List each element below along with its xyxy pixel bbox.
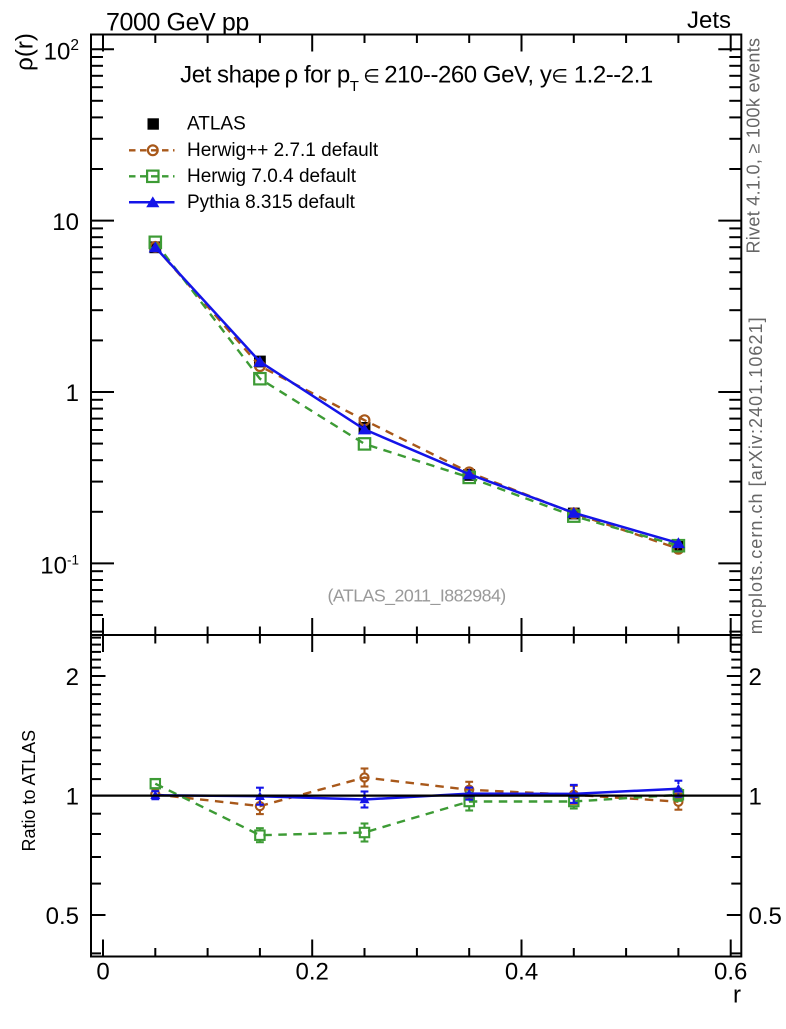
svg-text:1: 1: [66, 783, 79, 810]
svg-text:0.2: 0.2: [296, 959, 329, 986]
svg-text:1: 1: [66, 380, 79, 407]
svg-text:ATLAS: ATLAS: [187, 114, 246, 135]
svg-text:r: r: [733, 982, 741, 1009]
svg-text:Herwig++ 2.7.1 default: Herwig++ 2.7.1 default: [187, 140, 379, 161]
svg-text:10: 10: [52, 209, 79, 236]
svg-text:1: 1: [749, 783, 762, 810]
svg-text:0: 0: [96, 959, 109, 986]
svg-text:Ratio to ATLAS: Ratio to ATLAS: [19, 730, 39, 852]
svg-text:0.6: 0.6: [714, 959, 747, 986]
svg-text:(ATLAS_2011_I882984): (ATLAS_2011_I882984): [328, 586, 506, 607]
svg-text:Jets: Jets: [687, 7, 731, 34]
svg-text:ρ(r): ρ(r): [12, 33, 39, 71]
svg-text:Pythia 8.315 default: Pythia 8.315 default: [187, 192, 356, 213]
svg-text:0.4: 0.4: [505, 959, 538, 986]
svg-text:0.5: 0.5: [46, 903, 79, 930]
svg-text:mcplots.cern.ch [arXiv:2401.10: mcplots.cern.ch [arXiv:2401.10621]: [746, 316, 766, 634]
svg-text:2: 2: [749, 664, 762, 691]
svg-text:Rivet 4.1.0, ≥ 100k events: Rivet 4.1.0, ≥ 100k events: [744, 38, 764, 254]
svg-text:2: 2: [66, 664, 79, 691]
svg-text:7000 GeV pp: 7000 GeV pp: [106, 9, 249, 37]
svg-text:Herwig 7.0.4 default: Herwig 7.0.4 default: [187, 166, 357, 187]
svg-text:0.5: 0.5: [749, 903, 782, 930]
